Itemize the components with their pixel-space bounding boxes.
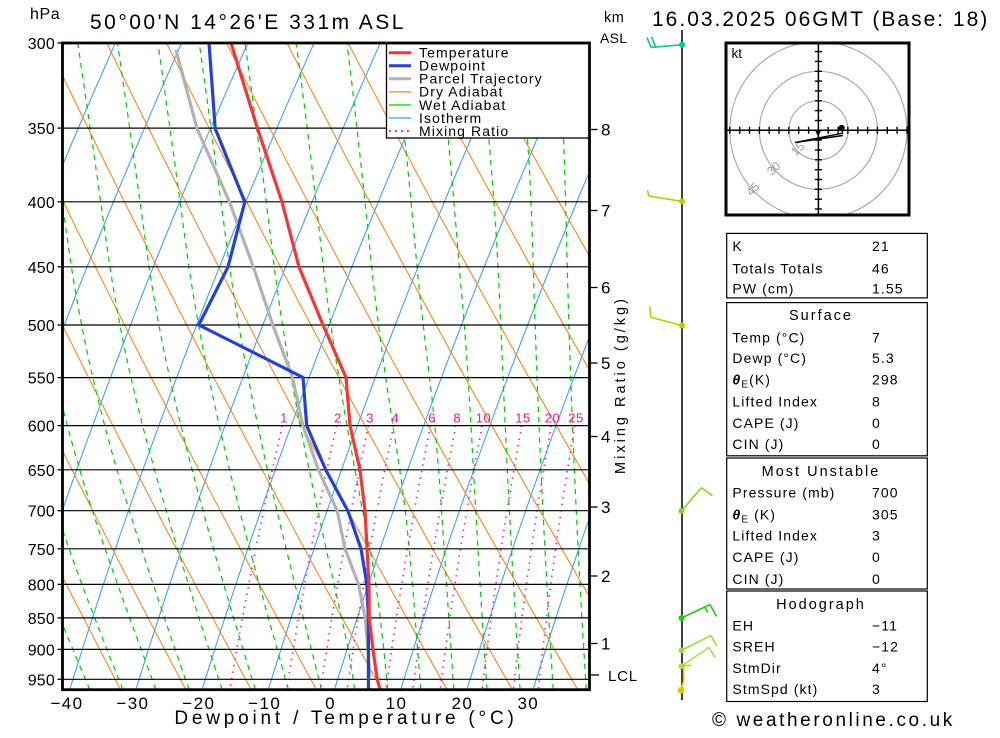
- svg-text:© weatheronline.co.uk: © weatheronline.co.uk: [712, 710, 955, 731]
- svg-text:700: 700: [872, 484, 899, 500]
- svg-text:ASL: ASL: [600, 30, 627, 46]
- svg-text:Hodograph: Hodograph: [776, 597, 866, 613]
- svg-text:CIN (J): CIN (J): [732, 436, 784, 452]
- svg-text:Isotherm: Isotherm: [419, 110, 482, 126]
- svg-text:0: 0: [325, 694, 336, 713]
- svg-text:2: 2: [601, 567, 611, 586]
- svg-text:20: 20: [545, 411, 560, 426]
- svg-text:750: 750: [28, 542, 55, 559]
- svg-text:950: 950: [28, 672, 55, 689]
- svg-text:km: km: [604, 10, 624, 26]
- svg-text:0: 0: [872, 436, 881, 452]
- svg-text:Most Unstable: Most Unstable: [762, 464, 881, 480]
- svg-text:3: 3: [601, 498, 611, 517]
- svg-text:−12: −12: [872, 639, 899, 655]
- svg-text:0: 0: [872, 415, 881, 431]
- svg-text:8: 8: [872, 393, 881, 409]
- svg-text:350: 350: [28, 121, 55, 138]
- svg-text:hPa: hPa: [30, 6, 60, 23]
- svg-text:Lifted Index: Lifted Index: [732, 393, 818, 409]
- svg-text:CAPE (J): CAPE (J): [732, 415, 799, 431]
- svg-text:650: 650: [28, 463, 55, 480]
- svg-text:21: 21: [872, 238, 890, 254]
- svg-text:6: 6: [601, 279, 611, 298]
- svg-text:Dewpoint / Temperature (°C): Dewpoint / Temperature (°C): [174, 708, 517, 729]
- svg-text:StmDir: StmDir: [732, 660, 781, 676]
- svg-text:6: 6: [428, 411, 436, 426]
- svg-text:8: 8: [453, 411, 461, 426]
- svg-text:550: 550: [28, 371, 55, 388]
- svg-text:600: 600: [28, 419, 55, 436]
- svg-text:450: 450: [28, 260, 55, 277]
- svg-text:Lifted Index: Lifted Index: [732, 528, 818, 544]
- svg-text:θE (K): θE (K): [732, 507, 776, 526]
- svg-text:7: 7: [872, 330, 881, 346]
- svg-text:Mixing Ratio: Mixing Ratio: [419, 123, 509, 139]
- svg-text:3: 3: [366, 411, 374, 426]
- svg-text:Dry Adiabat: Dry Adiabat: [419, 84, 503, 100]
- svg-text:300: 300: [28, 36, 55, 53]
- svg-text:−40: −40: [50, 694, 83, 713]
- svg-text:400: 400: [28, 195, 55, 212]
- svg-text:4: 4: [601, 428, 611, 447]
- svg-text:3: 3: [872, 681, 881, 697]
- svg-text:500: 500: [28, 318, 55, 335]
- svg-text:CAPE (J): CAPE (J): [732, 549, 799, 565]
- svg-text:1: 1: [601, 635, 611, 654]
- svg-text:1: 1: [280, 411, 288, 426]
- svg-text:EH: EH: [732, 618, 754, 634]
- svg-text:4: 4: [391, 411, 399, 426]
- svg-text:0: 0: [872, 571, 881, 587]
- svg-text:7: 7: [601, 202, 611, 221]
- svg-text:850: 850: [28, 611, 55, 628]
- svg-text:θE(K): θE(K): [732, 371, 771, 390]
- svg-text:Parcel Trajectory: Parcel Trajectory: [419, 71, 543, 87]
- svg-text:8: 8: [601, 121, 611, 140]
- svg-text:10: 10: [386, 694, 408, 713]
- svg-text:20: 20: [452, 694, 474, 713]
- svg-text:5.3: 5.3: [872, 350, 895, 366]
- svg-text:0: 0: [872, 549, 881, 565]
- svg-text:4°: 4°: [872, 660, 888, 676]
- svg-text:−11: −11: [872, 618, 898, 634]
- svg-text:Pressure (mb): Pressure (mb): [732, 484, 835, 500]
- svg-text:K: K: [732, 238, 742, 254]
- svg-text:3: 3: [872, 528, 881, 544]
- svg-text:−10: −10: [248, 694, 281, 713]
- svg-text:46: 46: [872, 260, 890, 276]
- svg-text:kt: kt: [732, 46, 743, 61]
- svg-text:Wet Adiabat: Wet Adiabat: [419, 97, 506, 113]
- svg-text:15: 15: [515, 411, 530, 426]
- svg-text:2: 2: [334, 411, 342, 426]
- svg-text:800: 800: [28, 577, 55, 594]
- svg-text:LCL: LCL: [608, 668, 638, 685]
- svg-text:900: 900: [28, 642, 55, 659]
- svg-text:PW (cm): PW (cm): [732, 280, 794, 296]
- svg-text:−20: −20: [182, 694, 215, 713]
- svg-text:SREH: SREH: [732, 639, 775, 655]
- svg-text:Temperature: Temperature: [419, 45, 510, 61]
- svg-text:Totals Totals: Totals Totals: [732, 260, 823, 276]
- svg-text:−30: −30: [116, 694, 149, 713]
- svg-text:10: 10: [476, 411, 491, 426]
- svg-text:298: 298: [872, 371, 899, 387]
- svg-text:CIN (J): CIN (J): [732, 571, 784, 587]
- svg-text:50°00'N 14°26'E 331m ASL: 50°00'N 14°26'E 331m ASL: [90, 11, 406, 34]
- svg-text:Dewpoint: Dewpoint: [419, 58, 486, 74]
- svg-text:Dewp (°C): Dewp (°C): [732, 350, 807, 366]
- svg-text:Temp (°C): Temp (°C): [732, 330, 805, 346]
- svg-text:25: 25: [568, 411, 583, 426]
- svg-text:305: 305: [872, 507, 899, 523]
- svg-text:1.55: 1.55: [872, 280, 904, 296]
- svg-text:Mixing Ratio (g/kg): Mixing Ratio (g/kg): [613, 296, 629, 474]
- svg-text:5: 5: [601, 354, 611, 373]
- svg-text:30: 30: [517, 694, 539, 713]
- svg-text:Surface: Surface: [789, 308, 853, 324]
- svg-text:700: 700: [28, 504, 55, 521]
- svg-text:StmSpd (kt): StmSpd (kt): [732, 681, 818, 697]
- svg-text:16.03.2025 06GMT (Base: 18): 16.03.2025 06GMT (Base: 18): [652, 8, 989, 31]
